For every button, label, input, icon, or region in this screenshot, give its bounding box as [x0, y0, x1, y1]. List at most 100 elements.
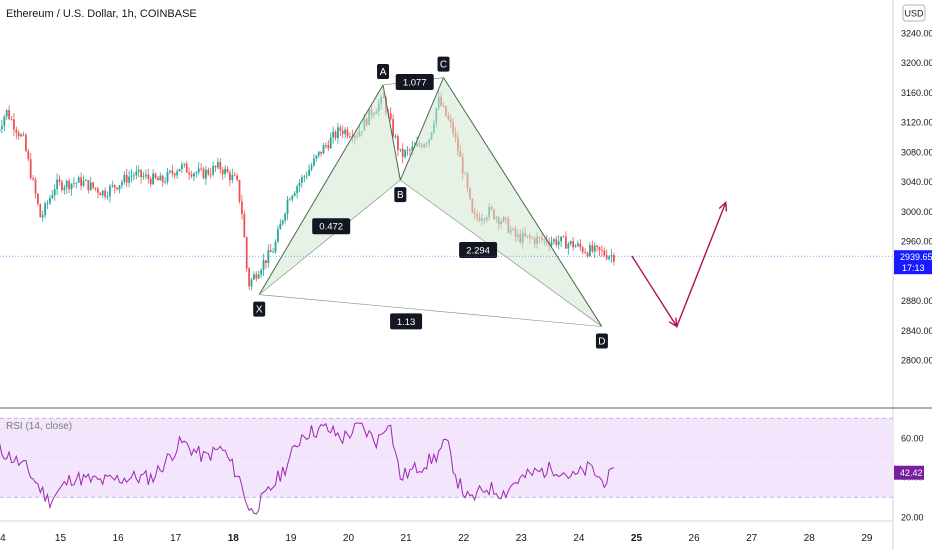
current-price-badge: [894, 250, 932, 275]
candle-body: [142, 176, 145, 178]
candle-body: [15, 129, 18, 133]
candle-body: [185, 163, 188, 173]
pattern-leg-bc[interactable]: [399, 77, 444, 181]
candle-body: [305, 175, 308, 177]
price-tick-label: 3160.00: [901, 88, 932, 98]
candle-body: [272, 252, 275, 253]
price-tick-label: 2880.00: [901, 296, 932, 306]
candle-body: [322, 145, 325, 154]
candle-body: [586, 252, 589, 257]
candle-body: [219, 161, 222, 170]
candle-body: [296, 186, 299, 194]
candle-body: [555, 239, 558, 245]
candle-body: [80, 177, 83, 186]
time-tick-label: 18: [228, 533, 240, 544]
candle-body: [334, 131, 337, 138]
candle-body: [169, 170, 171, 172]
candle-body: [567, 243, 570, 249]
candle-body: [308, 169, 311, 176]
candle-body: [171, 170, 174, 174]
candle-body: [303, 176, 306, 178]
time-tick-label: 28: [804, 533, 816, 544]
countdown-label: 17:13: [902, 263, 925, 273]
candle-body: [581, 247, 584, 253]
projection-arrowhead-up: [718, 200, 728, 212]
candle-body: [250, 279, 253, 287]
candle-body: [8, 109, 11, 120]
candle-body: [181, 164, 183, 169]
candle-body: [565, 236, 567, 249]
candle-body: [193, 173, 195, 177]
candle-body: [569, 241, 572, 244]
candle-body: [277, 229, 279, 242]
rsi-tick-label: 20.00: [901, 513, 924, 523]
candle-body: [92, 182, 95, 188]
candle-body: [281, 220, 284, 224]
candle-body: [550, 241, 553, 246]
pattern-triangle-bcd[interactable]: [400, 77, 602, 327]
candle-body: [301, 177, 303, 183]
candle-body: [226, 168, 229, 173]
candle-body: [603, 250, 606, 256]
pattern-triangle-xab[interactable]: [259, 85, 401, 295]
candle-body: [121, 182, 123, 186]
candle-body: [22, 134, 25, 136]
candle-body: [49, 198, 51, 204]
candle-body: [243, 214, 246, 238]
candle-body: [269, 250, 272, 253]
price-tick-label: 3000.00: [901, 207, 932, 217]
candle-body: [135, 171, 138, 176]
time-tick-label: 25: [631, 533, 643, 544]
candle-body: [608, 256, 611, 259]
candle-body: [166, 171, 169, 182]
candle-body: [598, 246, 601, 251]
rsi-band-group: [0, 417, 893, 498]
candle-body: [589, 245, 591, 257]
candle-body: [159, 175, 162, 181]
candle-body: [145, 174, 147, 177]
candle-body: [327, 145, 330, 149]
time-tick-label: 4: [0, 533, 6, 544]
pattern-point-label: B: [397, 190, 404, 201]
candle-body: [56, 179, 59, 190]
rsi-value-label: 42.42: [900, 468, 923, 478]
candle-body: [197, 168, 200, 173]
candle-body: [154, 173, 157, 178]
candle-body: [553, 239, 555, 242]
rsi-label: RSI (14, close): [6, 421, 72, 432]
candle-body: [605, 255, 608, 259]
candle-body: [164, 181, 167, 183]
pattern-leg-xa[interactable]: [258, 84, 384, 295]
candle-body: [29, 159, 32, 179]
candle-body: [116, 187, 119, 190]
candle-body: [579, 243, 582, 248]
candle-body: [291, 195, 294, 200]
time-tick-label: 17: [170, 533, 182, 544]
candle-body: [3, 116, 6, 126]
pattern-point-badge: [394, 187, 407, 203]
candle-body: [562, 236, 565, 238]
pattern-leg-ab[interactable]: [382, 84, 401, 181]
candle-body: [404, 150, 407, 157]
pattern-leg-cd[interactable]: [443, 77, 603, 327]
candle-body: [279, 223, 282, 230]
candle-body: [248, 268, 251, 287]
candle-body: [99, 192, 102, 196]
candle-body: [315, 155, 318, 159]
candle-body: [68, 180, 71, 190]
candle-body: [214, 166, 217, 168]
currency-button[interactable]: [902, 4, 926, 22]
candle-body: [344, 129, 347, 135]
candle-body: [125, 174, 128, 183]
candle-body: [137, 169, 140, 172]
rsi-value-badge: [894, 465, 924, 480]
candle-body: [584, 252, 587, 253]
candle-body: [51, 195, 54, 199]
harmonic-pattern-group[interactable]: X A B C D 0.472 1.077 2.294 1.13: [253, 56, 608, 349]
candle-body: [320, 151, 323, 154]
projection-group[interactable]: [631, 200, 728, 329]
candle-body: [310, 165, 313, 170]
rsi-line: [0, 422, 615, 515]
candle-body: [229, 172, 231, 181]
